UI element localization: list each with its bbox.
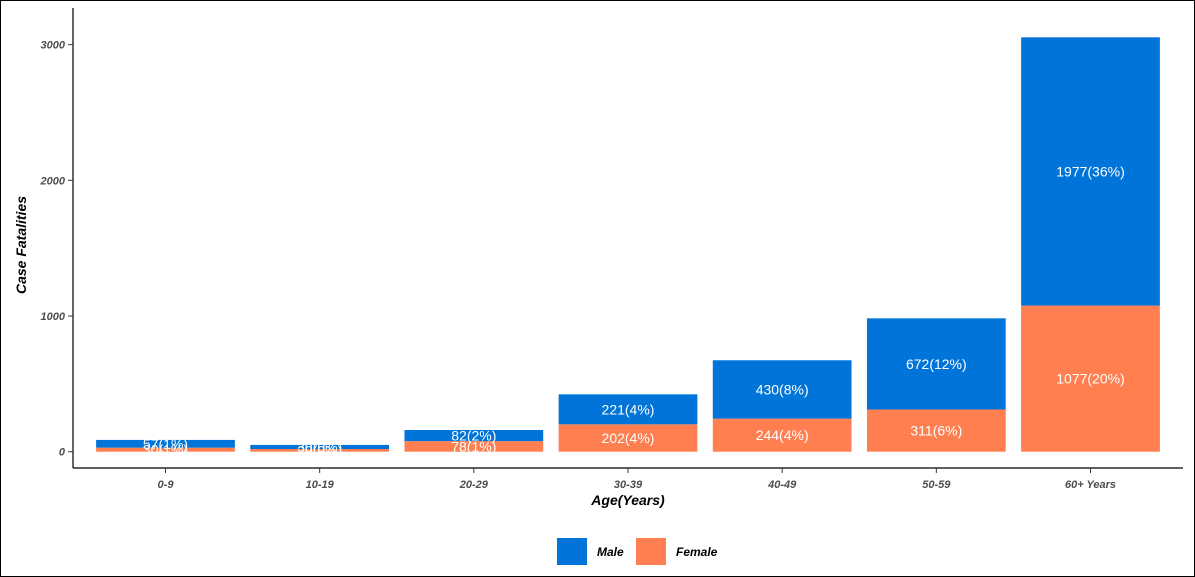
bar-data-label: 78(1%)	[451, 438, 496, 454]
bar-male	[1021, 37, 1160, 306]
x-tick-label: 40-49	[767, 479, 797, 491]
bar-data-label: 30(1%)	[143, 442, 188, 458]
bar-data-label: 20(0%)	[297, 442, 342, 458]
bar-female	[250, 449, 390, 452]
y-tick-label: 3000	[41, 40, 66, 52]
bar-data-label: 202(4%)	[602, 430, 655, 446]
bar-male	[404, 430, 544, 442]
bar-data-label: 221(4%)	[602, 401, 655, 417]
legend-male-swatch	[557, 538, 587, 565]
bar-female	[558, 424, 698, 452]
y-tick-label: 2000	[40, 175, 66, 187]
legend-female-label: Female	[676, 545, 718, 559]
x-tick-label: 20-29	[459, 479, 489, 491]
bar-data-label: 430(8%)	[756, 381, 809, 397]
bar-data-label: 57(1%)	[143, 436, 188, 452]
bar-data-label: 311(6%)	[910, 423, 962, 439]
x-tick-label: 30-39	[614, 479, 643, 491]
bar-data-label: 30(0%)	[297, 439, 342, 455]
bar-male	[866, 318, 1006, 410]
x-tick-label: 0-9	[158, 479, 175, 491]
bar-male	[96, 439, 235, 448]
legend: Male Female	[557, 538, 718, 565]
bar-female	[96, 447, 235, 452]
bar-data-label: 1977(36%)	[1056, 163, 1125, 179]
bar-female	[404, 441, 544, 452]
x-tick-label: 60+ Years	[1065, 479, 1116, 491]
bar-male	[712, 360, 852, 419]
y-tick-label: 1000	[41, 311, 66, 323]
bar-female	[712, 418, 852, 452]
legend-male-label: Male	[597, 545, 624, 559]
y-ticks: 0 1000 2000 3000	[40, 40, 73, 459]
bar-male	[558, 394, 698, 425]
bar-data-label: 672(12%)	[906, 356, 967, 372]
bar-female	[1021, 305, 1160, 452]
x-ticks: 0-9 10-19 20-29 30-39 40-49 50-59 60+ Years	[158, 468, 1116, 491]
legend-female-swatch	[636, 538, 666, 565]
bar-data-label: 82(2%)	[451, 428, 496, 444]
x-tick-label: 50-59	[922, 479, 951, 491]
bars	[96, 37, 1160, 452]
y-axis-title: Case Fatalities	[13, 196, 29, 294]
x-tick-label: 10-19	[306, 479, 335, 491]
y-tick-label: 0	[59, 447, 66, 459]
bar-female	[866, 409, 1006, 452]
x-axis-title: Age(Years)	[590, 492, 665, 508]
bar-data-label: 1077(20%)	[1056, 371, 1125, 387]
bar-data-label: 244(4%)	[756, 427, 809, 443]
bar-male	[250, 444, 390, 450]
bar-labels: 30(1%)57(1%) 20(0%)30(0%) 78(1%)82(2%) 202(…	[143, 163, 1125, 458]
